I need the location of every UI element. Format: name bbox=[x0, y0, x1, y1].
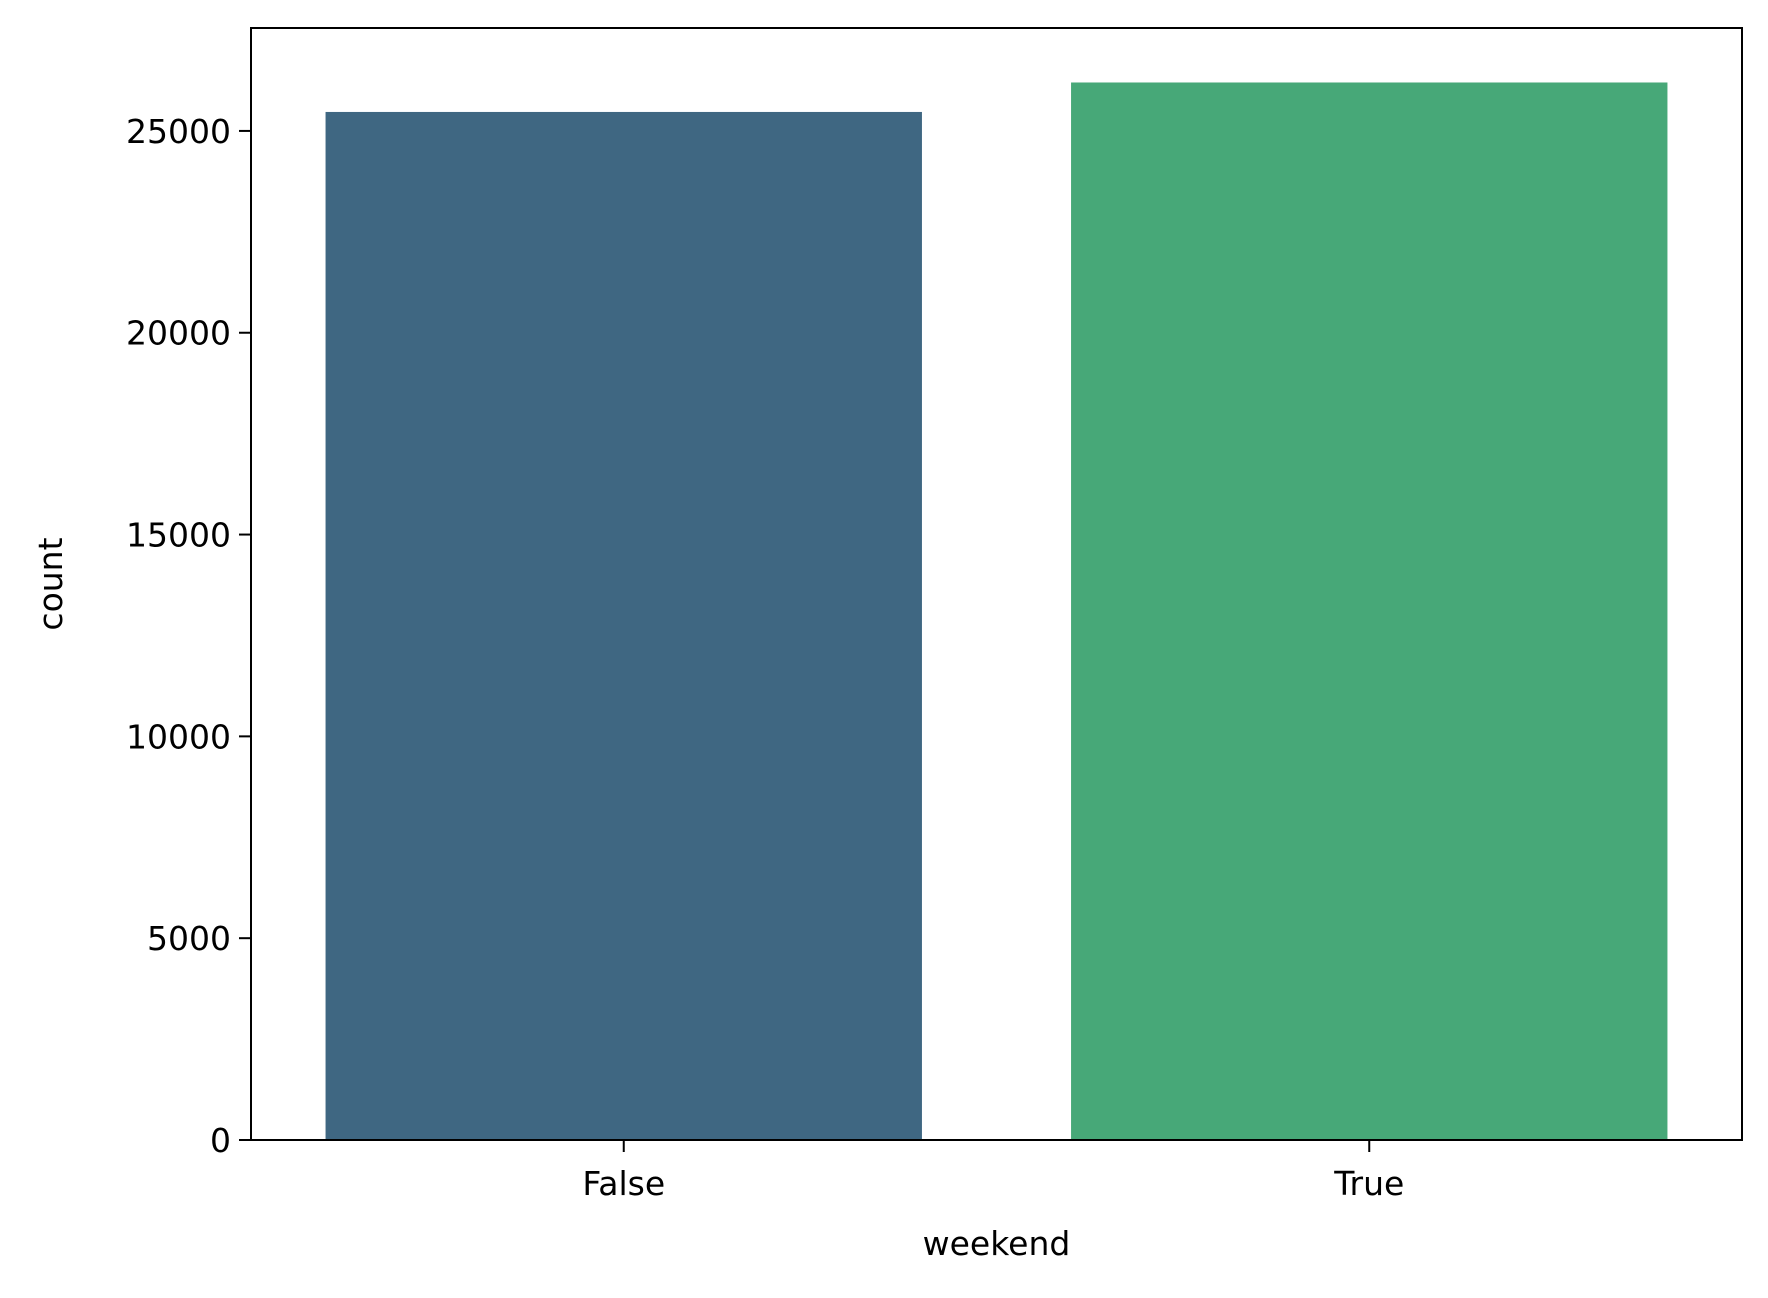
y-tick-label: 15000 bbox=[126, 516, 231, 555]
bar-false bbox=[325, 111, 922, 1141]
bar-true bbox=[1071, 82, 1668, 1141]
x-tick-label: True bbox=[1333, 1164, 1404, 1203]
x-axis-label: weekend bbox=[923, 1224, 1071, 1263]
y-tick-label: 0 bbox=[210, 1121, 231, 1160]
y-tick-label: 5000 bbox=[147, 919, 231, 958]
x-axis-ticks: False True bbox=[582, 1140, 1404, 1203]
y-tick-label: 20000 bbox=[126, 314, 231, 353]
bars-group bbox=[325, 82, 1668, 1141]
plot-frame bbox=[250, 27, 1743, 1141]
y-tick-label: 10000 bbox=[126, 717, 231, 756]
y-axis-label: count bbox=[31, 537, 70, 630]
x-tick-label: False bbox=[582, 1164, 665, 1203]
y-axis-ticks: 0 5000 10000 15000 20000 25000 bbox=[126, 112, 251, 1160]
y-tick-label: 25000 bbox=[126, 112, 231, 151]
